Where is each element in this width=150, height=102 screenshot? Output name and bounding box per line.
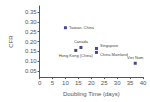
svg-text:0.25: 0.25 (25, 29, 37, 35)
svg-text:0.20: 0.20 (25, 39, 37, 45)
svg-text:Singapore: Singapore (100, 43, 119, 48)
svg-text:0.05: 0.05 (25, 68, 37, 74)
svg-text:0: 0 (38, 80, 42, 86)
svg-text:China Mainland: China Mainland (100, 52, 128, 57)
svg-text:35: 35 (127, 80, 134, 86)
svg-text:0.10: 0.10 (25, 58, 37, 64)
svg-text:10: 10 (62, 80, 69, 86)
svg-text:0.35: 0.35 (25, 9, 37, 15)
svg-text:15: 15 (75, 80, 82, 86)
svg-text:40: 40 (140, 80, 147, 86)
svg-text:20: 20 (88, 80, 95, 86)
svg-text:0.15: 0.15 (25, 48, 37, 54)
svg-text:Taiwan, China: Taiwan, China (69, 25, 95, 30)
svg-text:25: 25 (101, 80, 108, 86)
svg-text:5: 5 (51, 80, 55, 86)
svg-text:Viet Nam: Viet Nam (127, 55, 144, 60)
svg-text:Hong Kong (China): Hong Kong (China) (59, 53, 94, 58)
svg-text:Canada: Canada (74, 39, 89, 44)
svg-text:0.30: 0.30 (25, 19, 37, 25)
svg-text:Doubling Time (days): Doubling Time (days) (63, 91, 120, 97)
svg-text:CFR: CFR (8, 35, 14, 48)
svg-text:30: 30 (114, 80, 121, 86)
